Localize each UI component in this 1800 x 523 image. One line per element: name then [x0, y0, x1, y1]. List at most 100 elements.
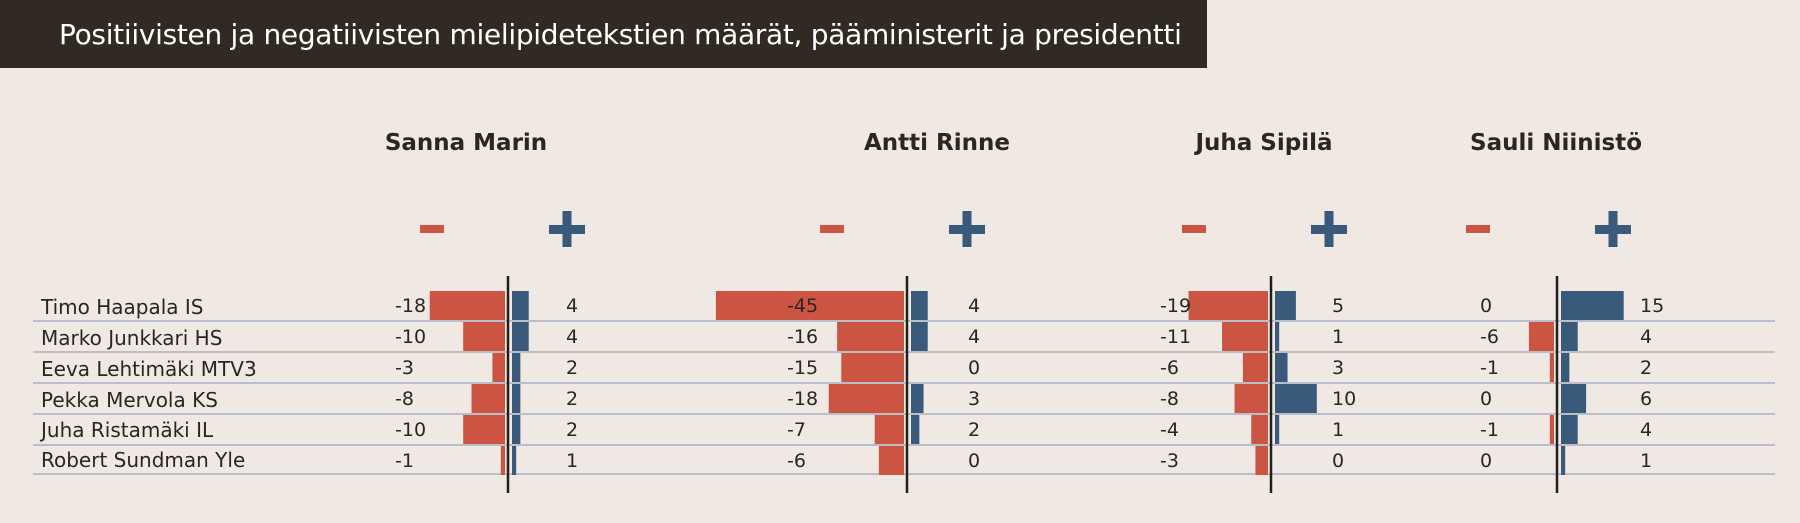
series-name: Antti Rinne	[864, 130, 1010, 156]
negative-bar	[1549, 415, 1554, 444]
row-label: Juha Ristamäki IL	[39, 418, 214, 442]
positive-bar	[512, 415, 521, 444]
positive-value-label: 1	[566, 450, 578, 472]
negative-value-label: -1	[395, 450, 414, 472]
positive-value-label: 2	[968, 419, 980, 441]
minus-icon	[1466, 225, 1490, 233]
negative-value-label: 0	[1480, 295, 1492, 317]
negative-bar	[1188, 291, 1268, 320]
negative-value-label: -18	[395, 295, 426, 317]
negative-value-label: -8	[395, 388, 414, 410]
positive-bar	[1561, 291, 1624, 320]
negative-bar	[1242, 353, 1268, 382]
positive-value-label: 1	[1332, 419, 1344, 441]
positive-value-label: 0	[968, 357, 980, 379]
negative-bar	[463, 415, 505, 444]
chart-title: Positiivisten ja negatiivisten mielipide…	[59, 18, 1182, 51]
row-label: Timo Haapala IS	[40, 295, 204, 319]
negative-value-label: -18	[787, 388, 818, 410]
minus-icon	[820, 225, 844, 233]
positive-bar	[512, 446, 517, 475]
positive-value-label: 4	[566, 326, 578, 348]
negative-value-label: 0	[1480, 450, 1492, 472]
positive-bar	[1561, 415, 1578, 444]
positive-bar	[1275, 322, 1280, 351]
positive-value-label: 1	[1332, 326, 1344, 348]
negative-bar	[429, 291, 505, 320]
positive-bar	[911, 291, 928, 320]
negative-value-label: -3	[395, 357, 414, 379]
negative-bar	[492, 353, 505, 382]
series-name: Sanna Marin	[385, 130, 547, 156]
negative-bar	[837, 322, 904, 351]
negative-value-label: -7	[787, 419, 806, 441]
positive-value-label: 10	[1332, 388, 1356, 410]
positive-value-label: 2	[566, 388, 578, 410]
positive-bar	[1561, 322, 1578, 351]
negative-value-label: -3	[1160, 450, 1179, 472]
negative-bar	[828, 384, 904, 413]
negative-bar	[1222, 322, 1268, 351]
plus-icon	[1324, 211, 1334, 247]
positive-bar	[1275, 415, 1280, 444]
negative-bar	[715, 291, 904, 320]
negative-value-label: -8	[1160, 388, 1179, 410]
series-name: Juha Sipilä	[1193, 130, 1332, 156]
negative-value-label: -16	[787, 326, 818, 348]
positive-bar	[512, 384, 521, 413]
negative-value-label: -15	[787, 357, 818, 379]
positive-bar	[512, 291, 529, 320]
positive-value-label: 5	[1332, 295, 1344, 317]
negative-bar	[841, 353, 904, 382]
row-label: Marko Junkkari HS	[41, 326, 222, 350]
positive-bar	[911, 322, 928, 351]
positive-bar	[1561, 384, 1587, 413]
negative-bar	[1528, 322, 1554, 351]
positive-value-label: 3	[1332, 357, 1344, 379]
positive-bar	[1275, 384, 1317, 413]
negative-value-label: -6	[1160, 357, 1179, 379]
positive-bar	[1275, 291, 1296, 320]
negative-bar	[471, 384, 505, 413]
negative-value-label: -1	[1480, 357, 1499, 379]
negative-bar	[1549, 353, 1554, 382]
positive-bar	[1561, 446, 1566, 475]
positive-value-label: 0	[1332, 450, 1344, 472]
positive-value-label: 1	[1640, 450, 1652, 472]
plus-icon	[962, 211, 972, 247]
positive-bar	[911, 384, 924, 413]
negative-bar	[874, 415, 904, 444]
row-label: Pekka Mervola KS	[41, 388, 218, 412]
minus-icon	[420, 225, 444, 233]
negative-bar	[1251, 415, 1268, 444]
negative-value-label: -10	[395, 326, 426, 348]
positive-value-label: 4	[968, 326, 980, 348]
positive-value-label: 6	[1640, 388, 1652, 410]
positive-bar	[911, 415, 920, 444]
positive-value-label: 2	[566, 419, 578, 441]
positive-value-label: 2	[566, 357, 578, 379]
negative-bar	[878, 446, 904, 475]
negative-bar	[463, 322, 505, 351]
row-label: Eeva Lehtimäki MTV3	[41, 357, 257, 381]
positive-value-label: 2	[1640, 357, 1652, 379]
negative-bar	[1255, 446, 1268, 475]
positive-bar	[512, 322, 529, 351]
negative-value-label: -11	[1160, 326, 1191, 348]
negative-bar	[500, 446, 505, 475]
negative-value-label: 0	[1480, 388, 1492, 410]
positive-value-label: 4	[1640, 419, 1652, 441]
negative-value-label: -6	[1480, 326, 1499, 348]
negative-value-label: -1	[1480, 419, 1499, 441]
negative-value-label: -6	[787, 450, 806, 472]
negative-value-label: -45	[787, 295, 818, 317]
positive-value-label: 15	[1640, 295, 1664, 317]
negative-value-label: -19	[1160, 295, 1191, 317]
positive-value-label: 3	[968, 388, 980, 410]
positive-value-label: 4	[1640, 326, 1652, 348]
positive-value-label: 4	[968, 295, 980, 317]
title-bar: Positiivisten ja negatiivisten mielipide…	[0, 0, 1207, 68]
minus-icon	[1182, 225, 1206, 233]
plus-icon	[562, 211, 572, 247]
